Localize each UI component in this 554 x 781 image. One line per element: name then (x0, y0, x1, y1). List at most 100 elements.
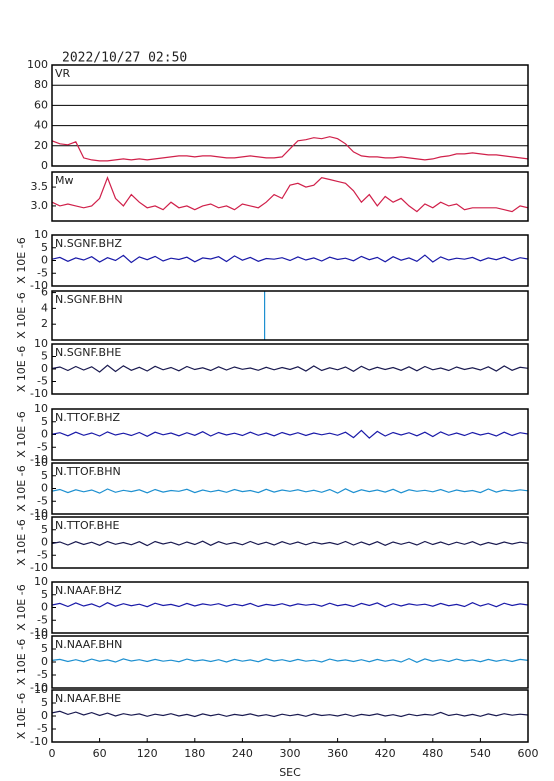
panel-frame (51, 290, 529, 341)
y-tick-label: -10 (30, 387, 48, 400)
y-axis-label: X 10E -6 (15, 292, 28, 338)
y-tick-label: 0 (41, 536, 48, 549)
y-tick-label: -10 (30, 626, 48, 639)
y-tick-label: 3.0 (31, 199, 49, 212)
trace-line (52, 136, 528, 162)
panel-frame (51, 343, 529, 395)
x-tick-label: 240 (232, 747, 253, 760)
series-group (52, 176, 528, 213)
panel-label: N.SGNF.BHE (55, 346, 121, 359)
x-tick-label: 600 (518, 747, 539, 760)
panel-label: Mw (55, 174, 74, 187)
panel-label: N.NAAF.BHE (55, 692, 121, 705)
y-tick-label: 0 (41, 159, 48, 172)
y-tick-label: 5 (41, 588, 48, 601)
series-group (52, 710, 528, 718)
series-group (52, 657, 528, 663)
y-tick-label: 20 (34, 139, 48, 152)
series-group (52, 364, 528, 373)
panel-frame (51, 234, 529, 287)
trace-line (52, 488, 528, 494)
y-axis-label: X 10E -6 (15, 346, 28, 392)
y-tick-label: -10 (30, 561, 48, 574)
panel-frame (51, 171, 529, 222)
chart-title: 2022/10/27 02:50 (62, 51, 187, 66)
y-axis-label: X 10E -6 (15, 639, 28, 685)
y-tick-label: 10 (34, 510, 48, 523)
y-tick-label: -10 (30, 735, 48, 748)
panel-label: N.TTOF.BHZ (55, 411, 121, 424)
y-tick-label: 0 (41, 709, 48, 722)
y-tick-label: 5 (41, 696, 48, 709)
series-group (52, 602, 528, 608)
y-tick-label: 2 (41, 317, 48, 330)
y-tick-label: -5 (37, 722, 48, 735)
series-group (52, 429, 528, 439)
y-tick-label: 0 (41, 254, 48, 267)
y-axis-label: X 10E -6 (15, 411, 28, 457)
y-tick-label: 10 (34, 575, 48, 588)
y-tick-label: -5 (37, 375, 48, 388)
panel-frame (51, 408, 529, 461)
y-axis-label: X 10E -6 (15, 237, 28, 283)
trace-line (52, 602, 528, 608)
panel-label: N.NAAF.BHN (55, 638, 122, 651)
trace-line (52, 657, 528, 663)
y-tick-label: -5 (37, 266, 48, 279)
trace-line (52, 540, 528, 547)
panel-label: N.NAAF.BHZ (55, 584, 122, 597)
trace-line (52, 254, 528, 264)
y-axis-label: X 10E -6 (15, 519, 28, 565)
y-tick-label: 4 (41, 301, 48, 314)
series-group (52, 488, 528, 494)
y-tick-label: -5 (37, 440, 48, 453)
y-tick-label: -5 (37, 494, 48, 507)
x-tick-label: 300 (280, 747, 301, 760)
y-tick-label: -10 (30, 453, 48, 466)
y-axis-label: X 10E -6 (15, 465, 28, 511)
y-tick-label: -10 (30, 279, 48, 292)
y-tick-label: 100 (27, 58, 48, 71)
y-tick-label: 5 (41, 350, 48, 363)
series-group (52, 136, 528, 162)
trace-line (52, 364, 528, 373)
panel-frame (51, 462, 529, 515)
y-tick-label: 0 (41, 362, 48, 375)
panel-frame (51, 581, 529, 634)
y-tick-label: 5 (41, 415, 48, 428)
y-axis-label: X 10E -6 (15, 693, 28, 739)
y-tick-label: 40 (34, 119, 48, 132)
panel-frame (51, 635, 529, 689)
y-tick-label: 5 (41, 642, 48, 655)
y-tick-label: 10 (34, 629, 48, 642)
panel-frame (51, 64, 529, 167)
y-tick-label: 0 (41, 601, 48, 614)
x-tick-label: 60 (93, 747, 107, 760)
x-tick-label: 360 (327, 747, 348, 760)
y-tick-label: -5 (37, 613, 48, 626)
y-tick-label: 10 (34, 228, 48, 241)
panel-label: N.TTOF.BHE (55, 519, 120, 532)
series-group (52, 540, 528, 547)
x-tick-label: 480 (422, 747, 443, 760)
y-tick-label: -5 (37, 668, 48, 681)
y-tick-label: 5 (41, 469, 48, 482)
y-tick-label: 5 (41, 241, 48, 254)
panel-label: N.SGNF.BHN (55, 293, 123, 306)
y-tick-label: 10 (34, 456, 48, 469)
y-tick-label: 6 (41, 286, 48, 299)
panel-label: N.TTOF.BHN (55, 465, 121, 478)
x-tick-label: 540 (470, 747, 491, 760)
x-tick-label: 0 (49, 747, 56, 760)
y-tick-label: 10 (34, 402, 48, 415)
y-tick-label: 0 (41, 482, 48, 495)
x-tick-label: 420 (375, 747, 396, 760)
y-tick-label: -10 (30, 681, 48, 694)
y-tick-label: -10 (30, 507, 48, 520)
panel-label: VR (55, 67, 71, 80)
x-axis-label: SEC (279, 766, 301, 779)
y-tick-label: 80 (34, 78, 48, 91)
y-tick-label: 0 (41, 655, 48, 668)
series-group (52, 254, 528, 264)
